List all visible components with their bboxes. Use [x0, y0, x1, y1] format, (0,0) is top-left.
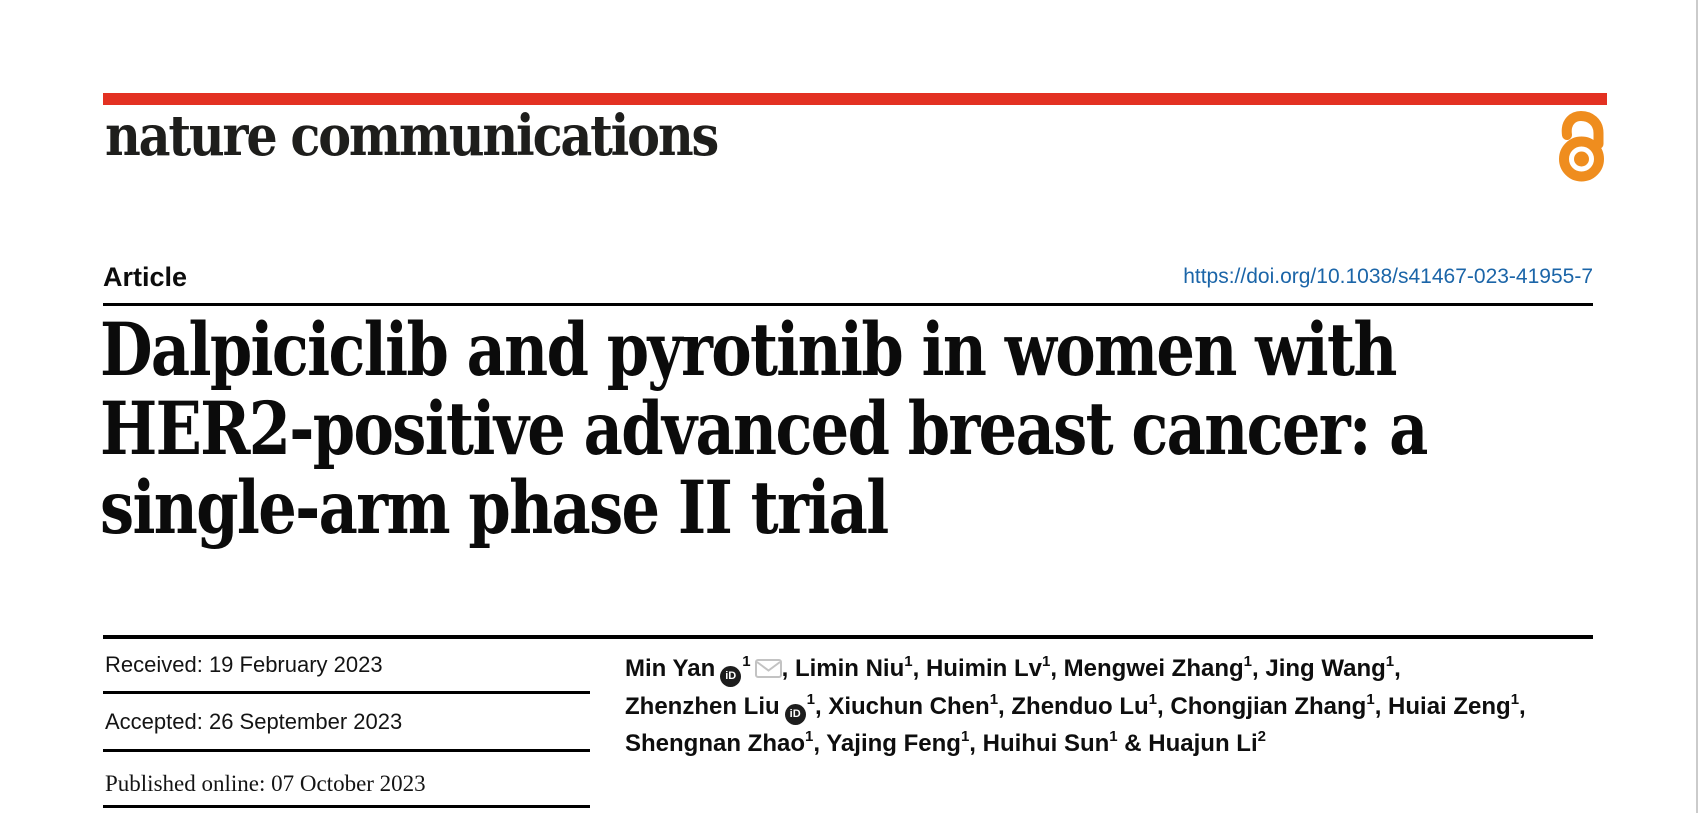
affiliation-superscript: 1: [1385, 653, 1395, 670]
affiliation-superscript: 2: [1257, 728, 1266, 745]
affiliation-superscript: 1: [1041, 653, 1051, 670]
affiliation-superscript: 1: [904, 653, 913, 670]
author-name: Xiuchun Chen: [828, 692, 990, 720]
affiliation-superscript: 1: [742, 653, 751, 670]
orcid-icon[interactable]: iD: [720, 666, 742, 688]
author-name: Huimin Lv: [925, 655, 1042, 682]
kicker-row: Article https://doi.org/10.1038/s41467-0…: [103, 262, 1593, 292]
affiliation-superscript: 1: [1109, 728, 1118, 745]
header-divider-rule: [103, 303, 1593, 306]
open-access-icon: [1559, 111, 1604, 182]
affiliation-superscript: 1: [960, 728, 970, 745]
author-name: Mengwei Zhang: [1063, 655, 1244, 682]
affiliation-superscript: 1: [805, 728, 814, 745]
orcid-icon[interactable]: iD: [784, 703, 806, 725]
author-name: Yajing Feng: [826, 730, 961, 757]
email-icon[interactable]: [754, 659, 782, 678]
author-name: Huiai Zeng: [1388, 692, 1511, 720]
date-rule-1: [103, 691, 590, 694]
title-line-3: single-arm phase II trial: [100, 465, 889, 551]
affiliation-superscript: 1: [989, 690, 999, 708]
journal-wordmark: nature communications: [105, 103, 719, 169]
received-date: Received: 19 February 2023: [105, 652, 383, 677]
affiliation-superscript: 1: [1243, 653, 1252, 670]
author-name: Chongjian Zhang: [1170, 692, 1367, 720]
accepted-date: Accepted: 26 September 2023: [105, 709, 403, 734]
article-title: Dalpiciclib and pyrotinib in women with …: [100, 311, 1561, 548]
page-edge-line: [1696, 0, 1698, 813]
author-name: Zhenduo Lu: [1011, 692, 1149, 720]
doi-container: https://doi.org/10.1038/s41467-023-41955…: [1183, 262, 1593, 292]
title-divider-rule: [103, 635, 1593, 639]
author-name: Limin Niu: [794, 655, 905, 682]
published-date: Published online: 07 October 2023: [105, 771, 426, 796]
affiliation-superscript: 1: [1366, 690, 1375, 708]
date-rule-2: [103, 749, 590, 752]
affiliation-superscript: 1: [1510, 690, 1520, 708]
author-name: Huihui Sun: [982, 730, 1110, 757]
author-name: Huajun Li: [1148, 730, 1258, 757]
affiliation-superscript: 1: [1148, 690, 1158, 708]
brand-red-bar: [103, 93, 1607, 105]
author-name: Zhenzhen Liu: [625, 692, 780, 720]
title-line-2: HER2-positive advanced breast cancer: a: [100, 386, 1428, 472]
title-line-1: Dalpiciclib and pyrotinib in women with: [100, 307, 1397, 393]
author-name: Min Yan: [625, 655, 716, 682]
author-list: Min Yan iD1, Limin Niu1, Huimin Lv1, Meng…: [625, 653, 1526, 757]
author-name: Jing Wang: [1265, 655, 1386, 682]
article-type-label: Article: [103, 262, 188, 292]
affiliation-superscript: 1: [806, 690, 815, 708]
doi-link[interactable]: https://doi.org/10.1038/s41467-023-41955…: [1183, 265, 1593, 288]
date-rule-3: [103, 805, 590, 808]
author-name: Shengnan Zhao: [625, 730, 805, 757]
